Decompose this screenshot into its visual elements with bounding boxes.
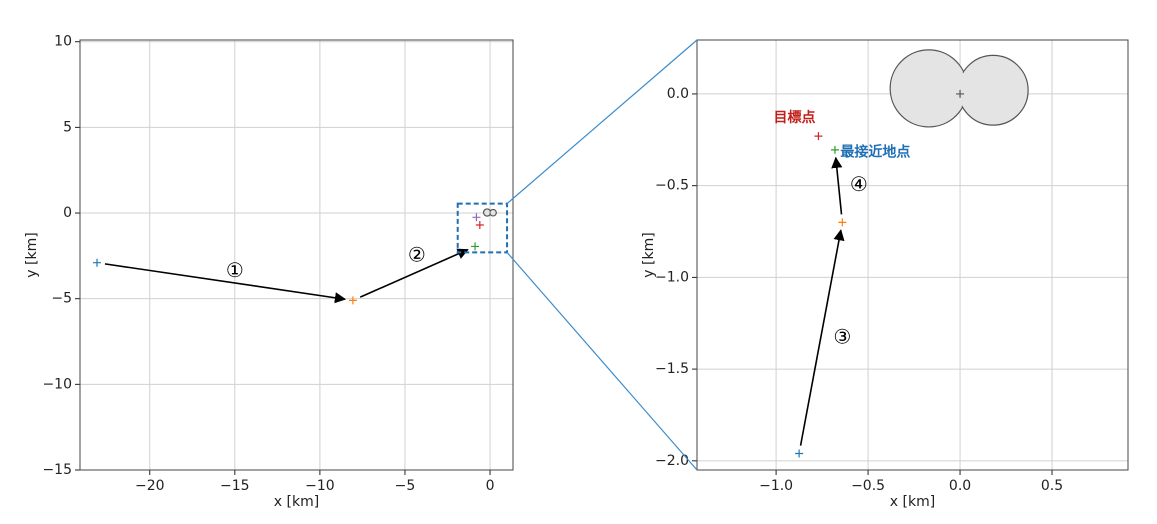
point-marker bbox=[348, 296, 357, 305]
y-tick-label: 5 bbox=[63, 119, 72, 135]
x-tick-label: −1.0 bbox=[759, 478, 793, 494]
annotation: ④ bbox=[850, 172, 868, 196]
x-tick-label: −5 bbox=[395, 478, 416, 494]
zoom-box bbox=[456, 202, 509, 254]
plot-frame bbox=[79, 39, 514, 471]
x-tick-label: −0.5 bbox=[851, 478, 885, 494]
y-tick-label: −1.5 bbox=[655, 361, 689, 377]
point-marker bbox=[795, 449, 804, 458]
y-tick-label: 0 bbox=[63, 205, 72, 221]
y-tick-label: −1.0 bbox=[655, 269, 689, 285]
arrow bbox=[359, 248, 469, 298]
point-marker bbox=[471, 242, 480, 251]
annotation: ③ bbox=[833, 324, 851, 348]
x-tick-label: −20 bbox=[135, 478, 165, 494]
asteroid-fill bbox=[490, 210, 496, 215]
y-axis-label: y [km] bbox=[641, 232, 657, 277]
point-marker bbox=[814, 132, 823, 141]
y-tick-label: 10 bbox=[54, 34, 72, 50]
point-marker bbox=[475, 221, 484, 230]
annotation: 目標点 bbox=[773, 109, 815, 126]
x-axis-label: x [km] bbox=[274, 494, 319, 510]
arrow bbox=[104, 263, 347, 304]
y-tick-label: −15 bbox=[42, 462, 72, 478]
arrow bbox=[831, 156, 843, 215]
point-marker bbox=[830, 145, 839, 154]
annotation: ② bbox=[408, 242, 426, 266]
x-tick-label: 0 bbox=[486, 478, 495, 494]
arrow bbox=[799, 229, 845, 446]
y-tick-label: −2.0 bbox=[655, 453, 689, 469]
point-marker bbox=[472, 213, 481, 222]
point-marker bbox=[93, 258, 102, 267]
x-tick-label: 0.5 bbox=[1041, 478, 1063, 494]
y-tick-label: −0.5 bbox=[655, 178, 689, 194]
asteroid-fill bbox=[484, 209, 490, 216]
annotation: ① bbox=[226, 258, 244, 282]
asteroid-fill bbox=[891, 50, 967, 126]
annotation: 最接近地点 bbox=[840, 144, 910, 161]
x-tick-label: 0.0 bbox=[949, 478, 971, 494]
asteroid-fill bbox=[959, 56, 1028, 125]
plot-frame bbox=[696, 39, 1129, 471]
y-tick-label: 0.0 bbox=[667, 86, 689, 102]
zoom-connector bbox=[506, 252, 698, 471]
y-tick-label: −5 bbox=[51, 291, 72, 307]
point-marker bbox=[838, 218, 847, 227]
point-marker bbox=[956, 89, 965, 98]
x-tick-label: −10 bbox=[305, 478, 335, 494]
x-tick-label: −15 bbox=[220, 478, 250, 494]
y-axis-label: y [km] bbox=[24, 232, 40, 277]
y-tick-label: −10 bbox=[42, 376, 72, 392]
zoom-connector bbox=[506, 39, 698, 205]
x-axis-label: x [km] bbox=[890, 494, 935, 510]
